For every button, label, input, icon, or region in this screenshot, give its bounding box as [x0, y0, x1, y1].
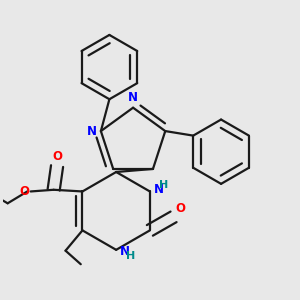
Text: O: O — [19, 185, 29, 198]
Text: N: N — [128, 91, 138, 104]
Text: H: H — [126, 251, 135, 261]
Text: O: O — [52, 150, 62, 164]
Text: N: N — [154, 183, 164, 196]
Text: N: N — [120, 245, 130, 258]
Text: H: H — [159, 180, 169, 190]
Text: O: O — [175, 202, 185, 215]
Text: N: N — [87, 124, 97, 138]
